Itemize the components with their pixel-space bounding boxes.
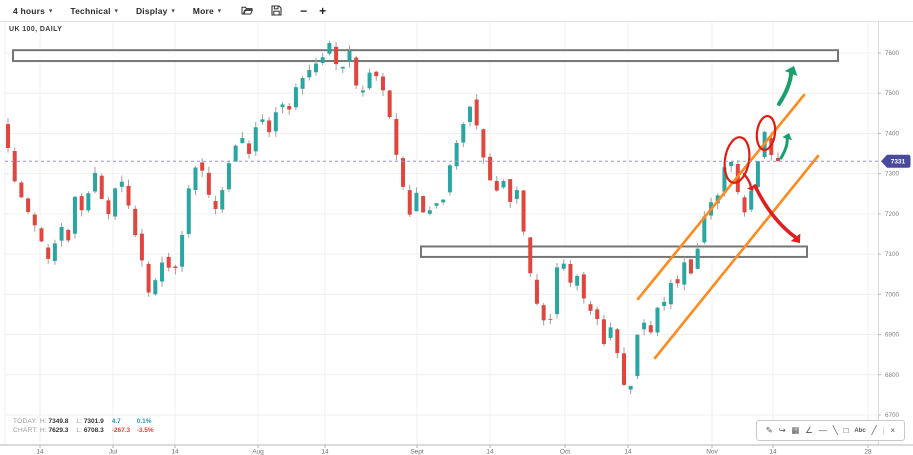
x-axis-tick-label: Aug bbox=[252, 449, 264, 455]
chart-label: CHART: bbox=[13, 426, 39, 434]
more-menu-label: More bbox=[192, 5, 214, 16]
green-arrow bbox=[779, 137, 789, 160]
display-menu-label: Display bbox=[135, 5, 168, 16]
x-axis-tick-label: Oct bbox=[560, 449, 570, 455]
channel-trend-line bbox=[636, 93, 806, 301]
y-axis-tick-label: 6800 bbox=[885, 372, 900, 379]
trend-line-icon[interactable]: ╲ bbox=[832, 425, 838, 436]
red-arrow bbox=[742, 172, 752, 188]
trend-channel bbox=[636, 93, 820, 360]
resistance-zone bbox=[12, 49, 839, 63]
x-axis-tick-label: Jul bbox=[109, 449, 118, 455]
y-axis-tick-label: 6900 bbox=[885, 332, 900, 339]
today-label: TODAY: bbox=[13, 418, 39, 425]
rectangle-tool-icon[interactable]: □ bbox=[843, 425, 849, 436]
grid-columns-icon[interactable]: ▦ bbox=[791, 425, 800, 436]
chevron-down-icon: ▾ bbox=[217, 8, 222, 15]
stats-panel: TODAY: H: 7349.8 L: 7301.9 4.7 0.1% CHAR… bbox=[13, 418, 154, 435]
x-axis-tick-label: Sept bbox=[410, 449, 424, 455]
red-arrowhead bbox=[747, 184, 755, 191]
support-zone bbox=[420, 245, 808, 258]
chart-grid bbox=[4, 22, 878, 445]
x-axis-tick-label: 14 bbox=[769, 449, 777, 455]
y-axis-tick-label: 6700 bbox=[885, 412, 900, 419]
candle-bodies bbox=[6, 43, 780, 390]
elbow-arrow-icon[interactable]: ↪ bbox=[778, 425, 786, 436]
y-axis-tick-label: 7300 bbox=[885, 171, 900, 178]
x-axis-tick-label: 14 bbox=[171, 449, 179, 455]
chart-high-value: 7629.3 bbox=[48, 426, 69, 434]
today-change-percent: 0.1% bbox=[136, 418, 152, 425]
pencil-icon[interactable]: ✎ bbox=[765, 425, 773, 436]
last-price-badge: 7331 bbox=[881, 154, 911, 168]
save-icon[interactable] bbox=[271, 5, 282, 16]
today-stats-row: TODAY: H: 7349.8 L: 7301.9 4.7 0.1% bbox=[13, 418, 154, 427]
today-low-value: 7301.9 bbox=[83, 418, 104, 425]
chevron-down-icon: ▾ bbox=[114, 8, 118, 15]
red-arrow bbox=[753, 184, 798, 240]
display-menu[interactable]: Display ▾ bbox=[136, 6, 175, 16]
zoom-out-button[interactable]: − bbox=[300, 3, 308, 18]
highlight-ellipse bbox=[723, 136, 751, 184]
last-price-value: 7331 bbox=[891, 158, 906, 165]
green-arrowhead bbox=[784, 66, 798, 76]
high-label: H: bbox=[40, 418, 47, 425]
x-axis: 14 Jul 14 Aug 14 Sept 14 Oct 14 Nov 14 28 bbox=[0, 444, 913, 455]
red-arrowhead bbox=[790, 233, 801, 243]
y-axis-tick-label: 7400 bbox=[885, 130, 900, 137]
x-axis-tick-label: 14 bbox=[36, 449, 44, 455]
open-folder-icon[interactable] bbox=[241, 5, 254, 16]
chevron-down-icon: ▾ bbox=[171, 8, 175, 15]
timeframe-menu[interactable]: 4 hours ▾ bbox=[13, 6, 52, 16]
x-axis-tick-label: 14 bbox=[624, 449, 632, 455]
green-arrow bbox=[777, 71, 794, 106]
drawing-toolbar: ✎ ↪ ▦ ∠ — ╲ □ Abc ╱ | × bbox=[756, 420, 905, 441]
symbol-label: UK 100, DAILY bbox=[9, 26, 63, 33]
chart-low-value: 6708.3 bbox=[83, 426, 104, 434]
low-label: L: bbox=[76, 418, 82, 425]
chart-change-percent: -3.5% bbox=[136, 426, 154, 434]
y-axis-tick-label: 7500 bbox=[885, 90, 900, 97]
highlight-ellipse bbox=[755, 114, 777, 152]
text-tool-icon[interactable]: Abc bbox=[854, 427, 866, 434]
ray-tool-icon[interactable]: ╱ bbox=[871, 425, 877, 436]
price-zones bbox=[12, 49, 839, 258]
today-high-value: 7349.8 bbox=[48, 418, 69, 425]
today-change-value: 4.7 bbox=[111, 418, 121, 425]
technical-menu[interactable]: Technical ▾ bbox=[70, 6, 118, 16]
timeframe-menu-label: 4 hours bbox=[13, 5, 46, 16]
y-axis-tick-label: 7000 bbox=[885, 291, 900, 298]
y-axis: 7600 7500 7400 7300 7200 7100 7000 6900 6800 6700 bbox=[878, 22, 913, 445]
chart-change-value: -267.3 bbox=[111, 426, 131, 434]
y-axis-tick-label: 7200 bbox=[885, 211, 900, 218]
close-icon[interactable]: × bbox=[890, 425, 896, 436]
green-arrowhead bbox=[782, 133, 793, 141]
toolbar-separator: | bbox=[882, 425, 885, 436]
y-axis-tick-label: 7100 bbox=[885, 251, 900, 258]
low-label: L: bbox=[76, 426, 82, 434]
highlight-ellipses bbox=[723, 114, 777, 184]
more-menu[interactable]: More ▾ bbox=[193, 6, 221, 16]
x-axis-tick-label: 14 bbox=[321, 449, 329, 455]
y-axis-tick-label: 7600 bbox=[885, 50, 900, 57]
high-label: H: bbox=[40, 426, 47, 434]
angle-tool-icon[interactable]: ∠ bbox=[805, 425, 813, 436]
chart-stats-row: CHART: H: 7629.3 L: 6708.3 -267.3 -3.5% bbox=[13, 427, 154, 436]
technical-menu-label: Technical bbox=[70, 5, 111, 16]
channel-trend-line bbox=[653, 154, 820, 360]
horizontal-line-icon[interactable]: — bbox=[818, 425, 828, 436]
x-axis-tick-label: 14 bbox=[486, 449, 494, 455]
x-axis-tick-label: Nov bbox=[706, 449, 718, 455]
top-toolbar: 4 hours ▾ Technical ▾ Display ▾ More ▾ −… bbox=[0, 0, 913, 22]
zoom-in-button[interactable]: + bbox=[319, 3, 327, 18]
chevron-down-icon: ▾ bbox=[49, 8, 53, 15]
direction-arrows bbox=[742, 66, 801, 243]
x-axis-tick-label: 28 bbox=[864, 449, 872, 455]
